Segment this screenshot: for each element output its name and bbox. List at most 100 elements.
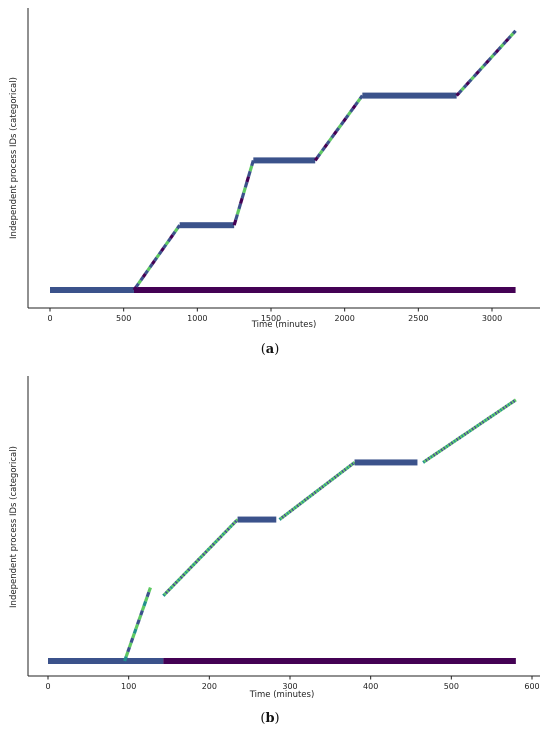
- x-tick-label: 0: [47, 314, 52, 323]
- process-step: [212, 541, 217, 545]
- process-step: [504, 37, 510, 43]
- process-step: [296, 504, 300, 508]
- process-step: [423, 459, 427, 463]
- process-step: [232, 520, 237, 525]
- x-axis-label-b: Time (minutes): [249, 690, 315, 700]
- x-axis-label-a: Time (minutes): [251, 320, 317, 330]
- process-step: [250, 159, 255, 167]
- process-step: [333, 475, 337, 479]
- process-step: [344, 114, 350, 120]
- process-step: [313, 156, 319, 162]
- process-step: [323, 483, 327, 487]
- process-step: [200, 553, 205, 558]
- process-step: [507, 35, 512, 40]
- process-step: [335, 127, 341, 133]
- process-step: [171, 230, 177, 236]
- timeline-bar: [133, 287, 516, 293]
- x-tick-label: 2000: [334, 314, 354, 323]
- process-step: [450, 441, 454, 445]
- process-step: [459, 435, 463, 439]
- process-step: [358, 94, 364, 100]
- process-step: [136, 619, 141, 625]
- process-step: [155, 253, 161, 259]
- process-step: [351, 462, 355, 466]
- process-step: [332, 130, 338, 136]
- process-step: [458, 435, 462, 440]
- x-tick-label: 400: [363, 682, 378, 691]
- x-tick-label: 1500: [261, 314, 281, 323]
- process-step: [301, 500, 305, 504]
- process-step: [164, 240, 170, 246]
- process-step: [437, 449, 441, 454]
- process-step: [233, 519, 238, 524]
- process-step: [346, 110, 352, 116]
- process-step: [289, 508, 293, 513]
- process-step: [342, 468, 346, 473]
- process-step: [317, 487, 321, 492]
- process-step: [492, 51, 498, 57]
- timeline-bar: [237, 516, 277, 523]
- process-step: [169, 585, 174, 590]
- process-step: [169, 233, 175, 240]
- process-step: [509, 32, 515, 38]
- process-step: [199, 555, 203, 559]
- process-step: [230, 523, 234, 528]
- process-step: [220, 533, 224, 538]
- process-step: [475, 424, 479, 429]
- timeline-bar: [179, 222, 235, 229]
- process-step: [172, 583, 176, 587]
- process-step: [162, 243, 168, 249]
- process-step: [494, 411, 498, 416]
- process-step: [178, 576, 182, 581]
- process-step: [351, 104, 357, 110]
- process-step: [164, 590, 169, 595]
- process-step: [181, 573, 186, 577]
- process-step: [242, 186, 247, 194]
- process-step: [481, 420, 485, 424]
- process-step: [455, 437, 459, 442]
- process-step: [160, 246, 165, 253]
- process-step: [144, 596, 149, 602]
- process-step: [499, 408, 503, 412]
- process-step: [431, 454, 435, 458]
- process-step: [234, 213, 239, 221]
- plot-area-a: [50, 29, 517, 293]
- process-step: [429, 455, 434, 459]
- process-step: [424, 458, 428, 463]
- process-step: [291, 507, 295, 512]
- process-step: [330, 133, 336, 139]
- process-step: [173, 581, 177, 586]
- process-step: [146, 266, 152, 272]
- process-step: [184, 570, 189, 574]
- process-step: [503, 405, 507, 410]
- process-step: [231, 522, 236, 526]
- process-step: [485, 417, 489, 422]
- process-step: [222, 531, 227, 535]
- x-ticks-b: 0 100 200 300 400 500 600: [45, 676, 540, 691]
- process-step: [489, 415, 493, 419]
- process-step: [346, 465, 350, 470]
- process-step: [512, 399, 516, 403]
- process-step: [339, 470, 343, 475]
- process-step: [356, 97, 362, 104]
- process-step: [316, 152, 322, 159]
- process-step: [323, 143, 329, 149]
- process-step: [186, 567, 191, 572]
- process-step: [477, 67, 483, 73]
- process-step: [142, 600, 148, 607]
- process-step: [129, 637, 135, 644]
- process-step: [451, 440, 455, 444]
- process-step: [225, 528, 229, 533]
- process-step: [174, 580, 179, 585]
- process-step: [215, 538, 219, 543]
- process-step: [484, 59, 490, 65]
- process-step: [148, 263, 154, 269]
- process-step: [165, 589, 170, 594]
- process-step: [489, 54, 495, 59]
- process-step: [144, 269, 149, 275]
- process-step: [240, 192, 246, 199]
- x-tick-label: 2500: [408, 314, 428, 323]
- process-step: [209, 545, 213, 549]
- process-step: [193, 561, 197, 566]
